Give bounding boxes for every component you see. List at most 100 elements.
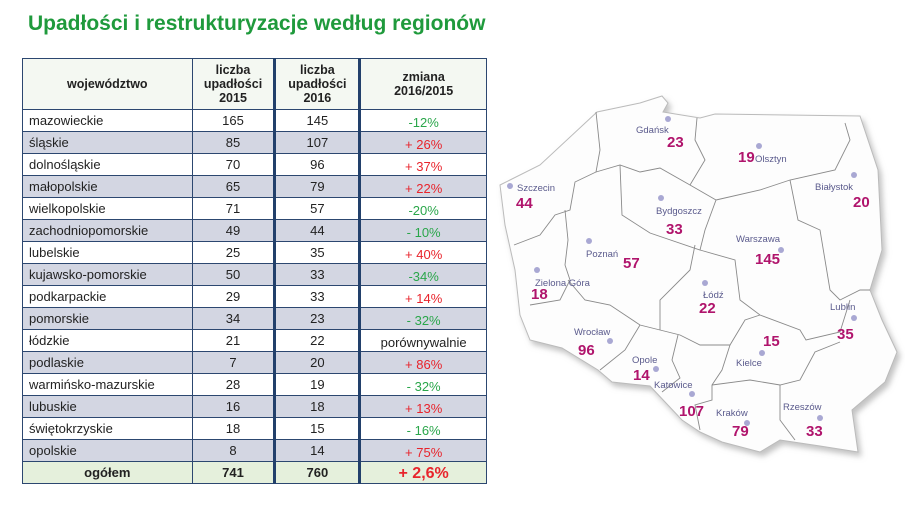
table-row: opolskie 8 14 + 75%: [22, 439, 487, 462]
region-name: kujawsko-pomorskie: [22, 263, 193, 286]
value-2015: 85: [191, 131, 276, 154]
region-name: opolskie: [22, 439, 193, 462]
city-label: Gdańsk: [636, 125, 669, 136]
change-value: -12%: [359, 109, 487, 132]
value-2015: 65: [191, 175, 276, 198]
table-header-row: województwo liczba upadłości 2015 liczba up…: [22, 58, 487, 110]
value-2016: 20: [273, 351, 362, 374]
value-2015: 16: [191, 395, 276, 418]
city-label: Kraków: [716, 408, 748, 419]
value-2016: 33: [273, 263, 362, 286]
total-change: + 2,6%: [359, 461, 487, 484]
value-2015: 8: [191, 439, 276, 462]
city-value: 44: [516, 195, 533, 212]
value-2015: 165: [191, 109, 276, 132]
city-dot: [658, 195, 664, 201]
value-2015: 7: [191, 351, 276, 374]
city-dot: [817, 415, 823, 421]
city-value: 15: [763, 333, 780, 350]
header-change: zmiana 2016/2015: [359, 58, 487, 110]
table-row: podkarpackie 29 33 + 14%: [22, 285, 487, 308]
table-row: kujawsko-pomorskie 50 33 -34%: [22, 263, 487, 286]
value-2016: 33: [273, 285, 362, 308]
city-value: 35: [837, 326, 854, 343]
city-value: 96: [578, 342, 595, 359]
value-2016: 35: [273, 241, 362, 264]
city-value: 33: [806, 423, 823, 440]
region-name: świętokrzyskie: [22, 417, 193, 440]
city-value: 79: [732, 423, 749, 440]
table-row: świętokrzyskie 18 15 - 16%: [22, 417, 487, 440]
table-row: lubuskie 16 18 + 13%: [22, 395, 487, 418]
city-value: 57: [623, 255, 640, 272]
city-value: 33: [666, 221, 683, 238]
city-label: Katowice: [654, 380, 693, 391]
city-dot: [702, 280, 708, 286]
city-label: Olsztyn: [755, 154, 787, 165]
value-2015: 71: [191, 197, 276, 220]
table-row: małopolskie 65 79 + 22%: [22, 175, 487, 198]
city-value: 23: [667, 134, 684, 151]
city-label: Wrocław: [574, 327, 610, 338]
page-title: Upadłości i restrukturyzacje według regi…: [28, 12, 486, 35]
city-value: 19: [738, 149, 755, 166]
region-name: pomorskie: [22, 307, 193, 330]
value-2016: 14: [273, 439, 362, 462]
change-value: + 75%: [359, 439, 487, 462]
city-dot: [778, 247, 784, 253]
bankruptcy-table: województwo liczba upadłości 2015 liczba up…: [22, 58, 487, 484]
region-name: zachodniopomorskie: [22, 219, 193, 242]
change-value: + 40%: [359, 241, 487, 264]
city-label: Łódź: [703, 290, 724, 301]
city-label: Białystok: [815, 182, 853, 193]
city-value: 107: [679, 403, 704, 420]
table-row: śląskie 85 107 + 26%: [22, 131, 487, 154]
region-name: łódzkie: [22, 329, 193, 352]
region-name: małopolskie: [22, 175, 193, 198]
region-name: lubuskie: [22, 395, 193, 418]
city-dot: [851, 315, 857, 321]
total-row: ogółem 741 760 + 2,6%: [22, 461, 487, 484]
table-row: warmińsko-mazurskie 28 19 - 32%: [22, 373, 487, 396]
city-dot: [744, 420, 750, 426]
change-value: + 22%: [359, 175, 487, 198]
change-value: + 14%: [359, 285, 487, 308]
city-label: Opole: [632, 355, 657, 366]
region-borders: [513, 111, 870, 441]
city-dot: [607, 338, 613, 344]
total-2016: 760: [273, 461, 362, 484]
table-row: wielkopolskie 71 57 -20%: [22, 197, 487, 220]
city-dot: [586, 238, 592, 244]
change-value: + 26%: [359, 131, 487, 154]
city-dot: [665, 116, 671, 122]
city-dot: [653, 366, 659, 372]
table-row: pomorskie 34 23 - 32%: [22, 307, 487, 330]
change-value: -34%: [359, 263, 487, 286]
city-value: 20: [853, 194, 870, 211]
value-2016: 79: [273, 175, 362, 198]
city-dot: [759, 350, 765, 356]
header-2016: liczba upadłości 2016: [273, 58, 362, 110]
city-value: 22: [699, 300, 716, 317]
region-name: podkarpackie: [22, 285, 193, 308]
value-2016: 57: [273, 197, 362, 220]
city-value: 145: [755, 251, 780, 268]
total-label: ogółem: [22, 461, 193, 484]
city-dot: [851, 172, 857, 178]
city-dot: [756, 143, 762, 149]
table-row: lubelskie 25 35 + 40%: [22, 241, 487, 264]
city-label: Warszawa: [736, 234, 781, 245]
city-dot: [689, 391, 695, 397]
city-label: Rzeszów: [783, 402, 822, 413]
value-2016: 44: [273, 219, 362, 242]
city-label: Zielona Góra: [535, 278, 591, 289]
city-dot: [534, 267, 540, 273]
city-label: Kielce: [736, 358, 762, 369]
value-2015: 34: [191, 307, 276, 330]
city-value: 14: [633, 367, 650, 384]
region-name: warmińsko-mazurskie: [22, 373, 193, 396]
change-value: + 13%: [359, 395, 487, 418]
change-value: - 32%: [359, 307, 487, 330]
